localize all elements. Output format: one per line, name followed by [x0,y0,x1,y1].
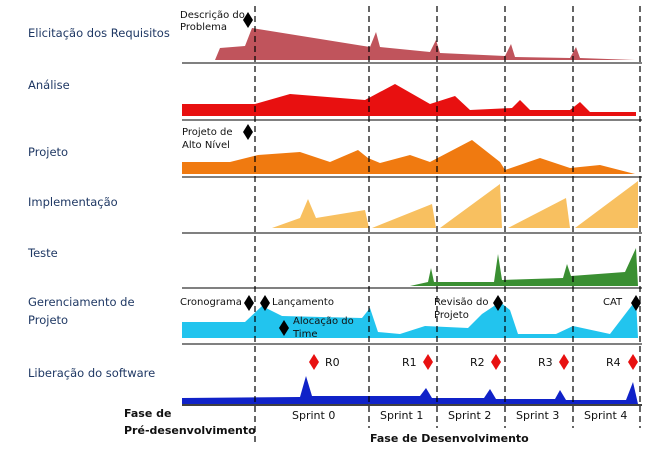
area-implementacao-s1 [372,204,436,228]
row-labels: Elicitação dos Requisitos Análise Projet… [27,26,170,380]
sprint-labels: Sprint 0 Sprint 1 Sprint 2 Sprint 3 Spri… [292,409,627,422]
phase-dev-label: Fase de Desenvolvimento [370,432,529,445]
row-label-analise: Análise [28,78,70,92]
sprint-3-label: Sprint 3 [516,409,559,422]
release-r0-label: R0 [325,356,340,369]
milestones [243,12,641,336]
phase-labels: Fase de Pré-desenvolvimento Fase de Dese… [124,407,529,445]
annotation-projeto-alto-nivel-line1: Projeto de [182,127,233,138]
row-label-gerenciamento-line2: Projeto [28,313,68,327]
release-markers: R0 R1 R2 R3 R4 [309,354,638,370]
annotations: Descrição do Problema Projeto de Alto Ní… [180,10,623,340]
milestone-cat-icon [631,295,641,311]
sprint-4-label: Sprint 4 [584,409,627,422]
row-label-liberacao: Liberação do software [28,366,155,380]
area-teste [410,248,638,286]
phase-pre-line1: Fase de [124,407,171,420]
row-label-implementacao: Implementação [28,195,118,209]
annotation-cat: CAT [603,297,623,308]
sprint-0-label: Sprint 0 [292,409,335,422]
release-r3-icon [559,354,569,370]
activity-areas [182,28,638,404]
row-label-gerenciamento-line1: Gerenciamento de [28,295,135,309]
release-r2-icon [491,354,501,370]
annotation-projeto-alto-nivel-line2: Alto Nível [182,139,230,151]
area-elicitacao [182,28,635,60]
release-r2-label: R2 [470,356,485,369]
release-r4-icon [628,354,638,370]
sprint-1-label: Sprint 1 [380,409,423,422]
annotation-cronograma: Cronograma [180,297,242,308]
sprint-boundaries [254,6,641,445]
area-implementacao-s2 [440,184,502,228]
milestone-alocacao-icon [279,320,289,336]
milestone-descricao-icon [243,12,253,28]
milestone-cronograma-icon [244,295,254,311]
area-liberacao [182,376,638,404]
row-label-projeto: Projeto [28,145,68,159]
annotation-revisao-line1: Revisão do [434,297,488,308]
annotation-revisao-line2: Projeto [434,310,469,321]
area-implementacao [272,199,369,228]
annotation-descricao-line2: Problema [180,22,227,33]
row-label-elicitacao: Elicitação dos Requisitos [28,26,170,40]
row-separators [182,62,642,406]
area-implementacao-s3 [508,198,570,228]
release-r1-label: R1 [402,356,417,369]
annotation-alocacao-line2: Time [292,329,317,340]
milestone-revisao-icon [493,295,503,311]
row-label-teste: Teste [27,246,58,260]
release-r1-icon [423,354,433,370]
annotation-lancamento: Lançamento [272,297,334,308]
annotation-alocacao-line1: Alocação do [293,316,354,327]
release-r0-icon [309,354,319,370]
area-gerenciamento [182,300,638,338]
release-r4-label: R4 [606,356,621,369]
phase-pre-line2: Pré-desenvolvimento [124,424,256,437]
milestone-projeto-icon [243,124,253,140]
milestone-lancamento-icon [260,295,270,311]
sprint-2-label: Sprint 2 [448,409,491,422]
release-r3-label: R3 [538,356,553,369]
area-projeto [182,140,635,174]
annotation-descricao-line1: Descrição do [180,10,245,21]
area-implementacao-s4 [575,181,638,228]
area-analise [182,84,636,116]
